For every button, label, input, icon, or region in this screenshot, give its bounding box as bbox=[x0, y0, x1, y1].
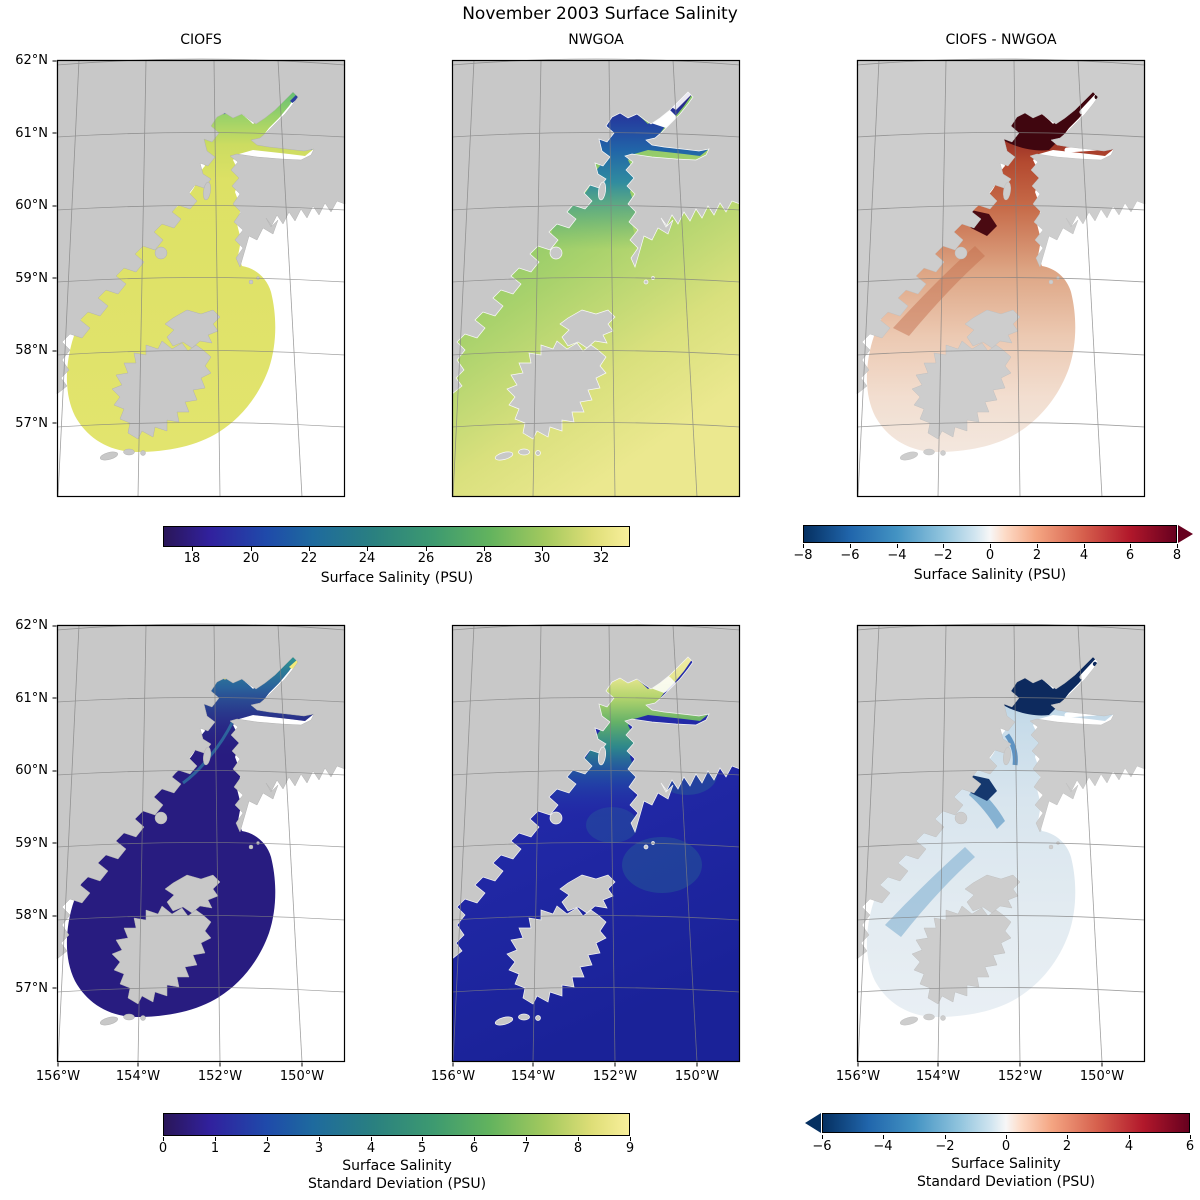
lat-tick-label: 59°N bbox=[15, 836, 48, 851]
lon-tick-label: 154°W bbox=[510, 1069, 556, 1084]
lat-tick-label: 60°N bbox=[15, 763, 48, 778]
cb-tick-label: −2 bbox=[923, 1135, 967, 1154]
cb-tick-label: 22 bbox=[287, 547, 331, 566]
lat-tick-label: 57°N bbox=[15, 981, 48, 996]
colorbar-std-diff bbox=[822, 1113, 1190, 1133]
colorbar-std-label-line2: Standard Deviation (PSU) bbox=[307, 1176, 487, 1192]
lat-tick-marks bbox=[52, 60, 57, 424]
cb-tick-label: 0 bbox=[984, 1135, 1028, 1154]
lon-tick-marks bbox=[57, 1062, 303, 1067]
cb-tick-label: 0 bbox=[968, 544, 1012, 563]
map-panel-diff-mean bbox=[857, 58, 1145, 498]
lat-tick-label: 60°N bbox=[15, 198, 48, 213]
colorbar-std-diff-label-line1: Surface Salinity bbox=[951, 1156, 1061, 1172]
colorbar-std-label-line1: Surface Salinity bbox=[342, 1158, 452, 1174]
cb-tick-label: 4 bbox=[1062, 544, 1106, 563]
channel-streak bbox=[182, 720, 235, 785]
colorbar-extend-arrow-left bbox=[805, 1113, 821, 1133]
map-panel-nwgoa-mean bbox=[452, 58, 740, 498]
colorbar-salinity-diff-label: Surface Salinity (PSU) bbox=[913, 567, 1067, 583]
cb-tick-label: −8 bbox=[781, 544, 825, 563]
lon-tick-marks bbox=[857, 1062, 1103, 1067]
cb-tick-label: 6 bbox=[452, 1137, 496, 1156]
map-panel-nwgoa-std bbox=[452, 623, 740, 1067]
cb-tick-label: 18 bbox=[170, 547, 214, 566]
colorbar-salinity-label: Surface Salinity (PSU) bbox=[320, 570, 474, 586]
lon-tick-label: 156°W bbox=[430, 1069, 476, 1084]
coastal-red-band bbox=[893, 246, 985, 336]
cb-tick-label: −6 bbox=[828, 544, 872, 563]
lat-tick-label: 59°N bbox=[15, 271, 48, 286]
cb-tick-label: −6 bbox=[800, 1135, 844, 1154]
colorbar-extend-arrow-right bbox=[1178, 525, 1193, 543]
map-panel-ciofs-mean bbox=[52, 58, 345, 498]
lat-tick-label: 58°N bbox=[15, 343, 48, 358]
cb-tick-label: 6 bbox=[1168, 1135, 1200, 1154]
colorbar-salinity bbox=[163, 526, 630, 547]
lon-tick-label: 156°W bbox=[835, 1069, 881, 1084]
lat-tick-marks bbox=[52, 625, 57, 989]
map-panel-ciofs-std bbox=[52, 623, 345, 1067]
cb-tick-label: 2 bbox=[1045, 1135, 1089, 1154]
cb-tick-label: 6 bbox=[1108, 544, 1152, 563]
cb-tick-label: 24 bbox=[345, 547, 389, 566]
cb-tick-label: −4 bbox=[875, 544, 919, 563]
cb-tick-label: 32 bbox=[579, 547, 623, 566]
cb-tick-label: 4 bbox=[349, 1137, 393, 1156]
cb-tick-label: 8 bbox=[1155, 544, 1199, 563]
cb-tick-label: −4 bbox=[861, 1135, 905, 1154]
lon-tick-label: 154°W bbox=[115, 1069, 161, 1084]
lat-tick-label: 58°N bbox=[15, 908, 48, 923]
map-panel-diff-std bbox=[857, 623, 1145, 1067]
lon-tick-label: 152°W bbox=[997, 1069, 1043, 1084]
colorbar-salinity-diff bbox=[803, 525, 1177, 543]
cb-tick-label: 20 bbox=[229, 547, 273, 566]
cb-tick-label: 1 bbox=[193, 1137, 237, 1156]
panel-title-diff: CIOFS - NWGOA bbox=[945, 32, 1057, 48]
lat-tick-label: 61°N bbox=[15, 691, 48, 706]
cb-tick-label: 2 bbox=[1015, 544, 1059, 563]
cb-tick-label: 2 bbox=[245, 1137, 289, 1156]
shelf-blue-band bbox=[885, 847, 975, 937]
cb-tick-label: 5 bbox=[400, 1137, 444, 1156]
cb-tick-label: 4 bbox=[1107, 1135, 1151, 1154]
cb-tick-label: 0 bbox=[141, 1137, 185, 1156]
cb-tick-label: 3 bbox=[297, 1137, 341, 1156]
cb-tick-label: −2 bbox=[921, 544, 965, 563]
lon-tick-label: 150°W bbox=[279, 1069, 325, 1084]
cb-tick-label: 8 bbox=[556, 1137, 600, 1156]
lat-tick-label: 62°N bbox=[15, 53, 48, 68]
lon-tick-label: 150°W bbox=[674, 1069, 720, 1084]
cb-tick-label: 26 bbox=[404, 547, 448, 566]
cb-tick-label: 28 bbox=[462, 547, 506, 566]
figure-title: November 2003 Surface Salinity bbox=[462, 4, 738, 24]
cb-tick-label: 7 bbox=[504, 1137, 548, 1156]
colorbar-std-diff-label-line2: Standard Deviation (PSU) bbox=[916, 1174, 1096, 1190]
std-eddy bbox=[622, 837, 702, 893]
channel-blue-streak bbox=[1004, 733, 1018, 766]
panel-title-ciofs: CIOFS bbox=[180, 32, 222, 48]
cb-tick-label: 9 bbox=[608, 1137, 652, 1156]
lon-tick-label: 154°W bbox=[915, 1069, 961, 1084]
panel-title-nwgoa: NWGOA bbox=[568, 32, 624, 48]
lon-tick-label: 152°W bbox=[592, 1069, 638, 1084]
lon-tick-label: 152°W bbox=[197, 1069, 243, 1084]
lon-tick-marks bbox=[452, 1062, 698, 1067]
lat-tick-label: 61°N bbox=[15, 126, 48, 141]
lon-tick-label: 156°W bbox=[35, 1069, 81, 1084]
lon-tick-label: 150°W bbox=[1079, 1069, 1125, 1084]
lat-tick-label: 62°N bbox=[15, 618, 48, 633]
colorbar-std bbox=[163, 1113, 630, 1136]
lat-tick-label: 57°N bbox=[15, 416, 48, 431]
cb-tick-label: 30 bbox=[520, 547, 564, 566]
